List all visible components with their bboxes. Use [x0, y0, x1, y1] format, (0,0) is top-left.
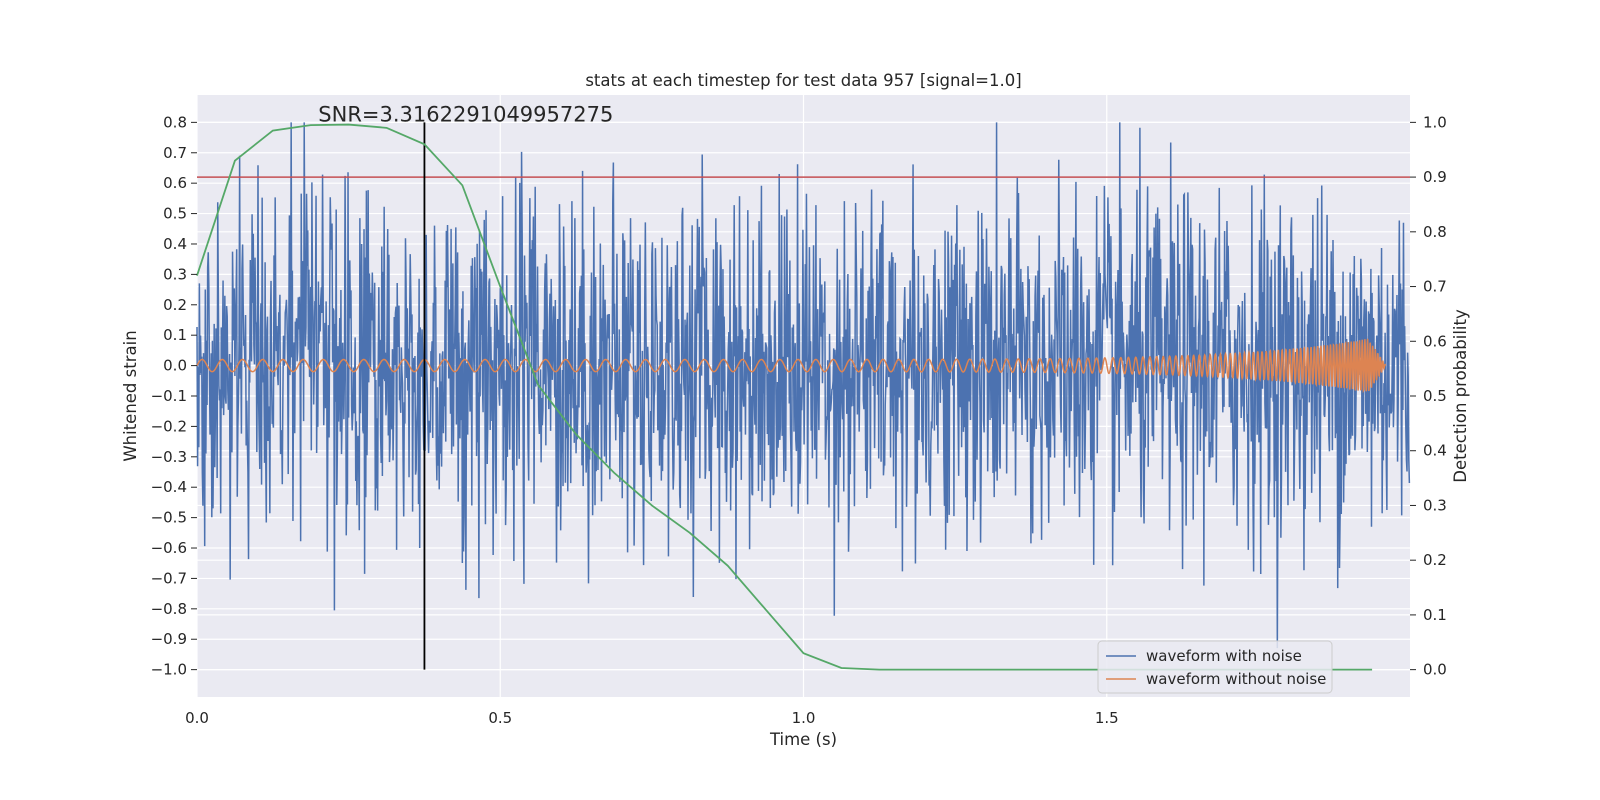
y-left-tick-label: −0.4: [151, 478, 187, 496]
y-right-tick-label: 0.3: [1423, 496, 1447, 514]
y-right-axis-ticks: 1.0 0.9 0.8 0.7 0.6 0.5 0.4 0.3 0.2 0.1 0.0: [1410, 113, 1447, 679]
y-right-tick-label: 0.2: [1423, 551, 1447, 569]
chart-title: stats at each timestep for test data 957…: [585, 71, 1021, 90]
y-left-tick-label: 0.1: [163, 326, 187, 344]
series-group: [196, 122, 1411, 671]
y-right-tick-label: 0.1: [1423, 606, 1447, 624]
y-right-tick-label: 0.7: [1423, 278, 1447, 296]
legend: waveform with noise waveform without noi…: [1097, 640, 1333, 694]
y-left-axis-label: Whitened strain: [121, 330, 140, 461]
y-left-tick-label: 0.4: [163, 235, 187, 253]
x-axis-ticks: 0.0 0.5 1.0 1.5: [185, 709, 1119, 727]
y-left-tick-label: −0.6: [151, 539, 187, 557]
x-tick-label: 1.5: [1095, 709, 1119, 727]
y-left-tick-label: 0.8: [163, 113, 187, 131]
series-waveform-with-noise: [196, 122, 1411, 649]
y-right-axis-label: Detection probability: [1451, 309, 1470, 483]
x-axis-label: Time (s): [769, 730, 837, 749]
y-left-tick-label: −0.5: [151, 509, 187, 527]
y-right-tick-label: 0.4: [1423, 442, 1447, 460]
y-left-tick-label: −0.7: [151, 569, 187, 587]
y-left-tick-label: −0.3: [151, 448, 187, 466]
series-waveform-without-noise: [196, 338, 1387, 394]
y-left-tick-label: 0.2: [163, 296, 187, 314]
y-left-axis-ticks: 0.8 0.7 0.6 0.5 0.4 0.3 0.2 0.1 0.0 −0.1 −0.2 −0.3 −…: [151, 113, 197, 679]
y-left-tick-label: 0.3: [163, 265, 187, 283]
y-right-tick-label: 0.0: [1423, 661, 1447, 679]
y-right-tick-label: 1.0: [1423, 113, 1447, 131]
snr-annotation: SNR=3.3162291049957275: [318, 102, 613, 126]
x-tick-label: 0.0: [185, 709, 209, 727]
legend-entry-noise: waveform with noise: [1146, 647, 1302, 665]
y-right-tick-label: 0.6: [1423, 332, 1447, 350]
y-left-tick-label: 0.6: [163, 174, 187, 192]
legend-entry-clean: waveform without noise: [1146, 670, 1326, 688]
y-left-tick-label: 0.0: [163, 357, 187, 375]
y-left-tick-label: 0.5: [163, 205, 187, 223]
x-tick-label: 0.5: [488, 709, 512, 727]
x-tick-label: 1.0: [792, 709, 816, 727]
y-right-tick-label: 0.5: [1423, 387, 1447, 405]
y-left-tick-label: −0.8: [151, 600, 187, 618]
legend-box: [1097, 640, 1333, 694]
y-left-tick-label: 0.7: [163, 144, 187, 162]
y-left-tick-label: −0.9: [151, 630, 187, 648]
y-right-tick-label: 0.9: [1423, 168, 1447, 186]
y-left-tick-label: −0.2: [151, 417, 187, 435]
y-left-tick-label: −1.0: [151, 661, 187, 679]
y-right-tick-label: 0.8: [1423, 223, 1447, 241]
y-left-tick-label: −0.1: [151, 387, 187, 405]
